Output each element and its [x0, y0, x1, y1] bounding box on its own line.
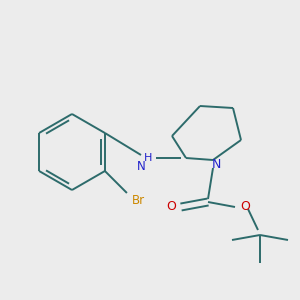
- Text: N: N: [136, 160, 146, 172]
- Text: O: O: [240, 200, 250, 214]
- Text: H: H: [144, 153, 152, 163]
- Text: Br: Br: [132, 194, 146, 208]
- Text: O: O: [166, 200, 176, 214]
- Text: N: N: [211, 158, 221, 172]
